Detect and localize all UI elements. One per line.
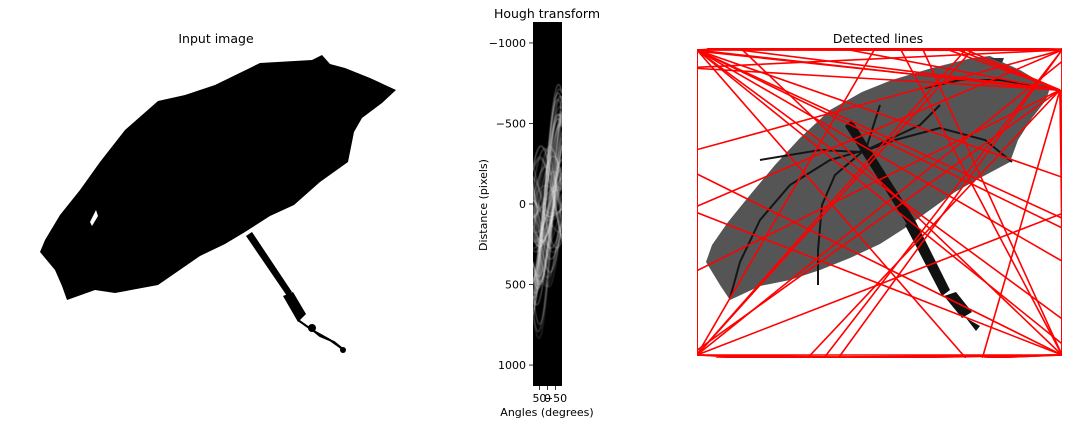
hough-sinusoids <box>533 84 562 339</box>
hough-y-tick-label: 1000 <box>498 359 526 372</box>
detected-line <box>697 49 1062 262</box>
detected-line <box>723 48 1061 91</box>
hough-y-tick-label: 500 <box>505 279 526 292</box>
hough-sinusoid <box>533 186 562 219</box>
hough-sinusoid <box>533 146 562 219</box>
hough-sinusoid <box>533 145 562 242</box>
detected-line <box>961 48 1061 91</box>
grey-umbrella <box>706 56 1051 331</box>
hough-sinusoid <box>533 156 562 239</box>
detected-line <box>697 60 1062 356</box>
detected-line-overlay <box>697 48 1062 358</box>
hough-x-axis: 500−50 <box>532 386 567 405</box>
detected-line <box>697 49 1062 207</box>
detected-line <box>697 49 1062 229</box>
detected-line <box>697 49 1062 92</box>
input-image-panel: Input image <box>40 31 396 353</box>
detected-line <box>697 173 1062 356</box>
detected-line <box>697 48 1062 51</box>
hough-x-tick-label: 50 <box>532 392 546 405</box>
hough-title: Hough transform <box>494 6 600 21</box>
hough-sinusoid <box>533 148 562 221</box>
hough-sinusoid <box>533 111 562 306</box>
hough-sinusoid <box>533 185 562 273</box>
detected-line <box>697 67 1061 91</box>
detected-line <box>739 48 1062 356</box>
detected-line <box>899 48 1062 356</box>
hough-y-axis: −1000 −500 0 500 1000 <box>489 37 533 372</box>
hough-y-tick-label: −1000 <box>489 37 526 50</box>
hough-sinusoid <box>533 113 562 291</box>
hough-sinusoid <box>533 95 562 311</box>
hough-sinusoid <box>533 116 562 294</box>
input-image-title: Input image <box>178 31 254 46</box>
detected-line <box>697 211 1062 356</box>
detected-line <box>697 48 876 356</box>
hough-y-tick-label: 0 <box>519 198 526 211</box>
hough-sinusoid <box>533 113 562 286</box>
hough-y-tick-label: −500 <box>496 117 526 130</box>
detected-line <box>838 48 1061 91</box>
umbrella-silhouette <box>40 55 396 353</box>
detected-line <box>697 48 968 356</box>
detected-line <box>697 49 1062 151</box>
detected-line <box>823 49 1062 358</box>
hough-sinusoid <box>533 203 562 279</box>
detected-line <box>921 48 1062 356</box>
hough-y-label: Distance (pixels) <box>477 159 490 251</box>
detected-line <box>697 49 1062 219</box>
hough-x-tick-label: −50 <box>544 392 567 405</box>
detected-line <box>697 49 1062 320</box>
hough-x-tick-label: 0 <box>544 392 551 405</box>
detected-lines-title: Detected lines <box>833 31 923 46</box>
hough-sinusoid <box>533 137 562 286</box>
detected-line <box>837 49 1062 358</box>
hough-x-label: Angles (degrees) <box>500 406 593 419</box>
detected-line <box>697 89 1061 272</box>
detected-line <box>981 89 1061 358</box>
detected-line <box>697 49 1062 345</box>
detected-lines-panel: Detected lines <box>697 31 1062 358</box>
